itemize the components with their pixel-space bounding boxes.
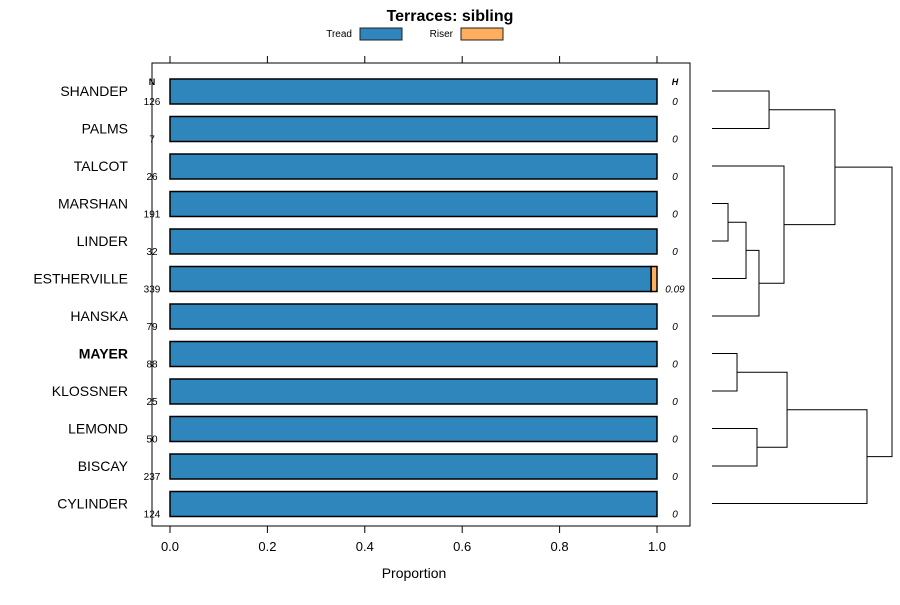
dendrogram-branch (712, 249, 760, 317)
legend-label-tread: Tread (326, 29, 352, 40)
dendrogram-branch (712, 353, 738, 392)
h-value: 0 (672, 97, 678, 108)
category-label: MAYER (79, 346, 128, 362)
bar-tread (169, 153, 658, 180)
h-value: 0 (672, 135, 678, 146)
legend-swatch-riser (460, 27, 504, 41)
h-value: 0 (672, 360, 678, 371)
x-axis-label: Proportion (382, 565, 447, 581)
h-header: H (672, 77, 679, 87)
bar-tread (169, 453, 658, 480)
x-tick-label: 1.0 (648, 539, 666, 554)
n-value: 26 (146, 172, 158, 183)
category-label: TALCOT (74, 158, 129, 174)
h-value: 0.09 (665, 285, 685, 296)
dendrogram-branch (712, 203, 729, 242)
n-value: 25 (146, 397, 158, 408)
dendrogram-branch (769, 109, 836, 226)
dendrogram-branch (834, 166, 893, 458)
x-tick-label: 0.2 (258, 539, 276, 554)
dendrogram-branch (712, 409, 868, 504)
n-value: 7 (149, 135, 155, 146)
category-label: CYLINDER (57, 496, 128, 512)
legend-label-riser: Riser (430, 29, 454, 40)
n-header: N (149, 77, 156, 87)
category-label: LINDER (77, 233, 128, 249)
dendrogram-branch (712, 428, 758, 467)
n-value: 88 (146, 360, 158, 371)
bar-tread (169, 378, 658, 405)
x-tick-label: 0.0 (161, 539, 179, 554)
category-label: LEMOND (68, 421, 128, 437)
legend-swatch-tread (359, 27, 403, 41)
bar-riser (650, 265, 658, 293)
category-label: MARSHAN (58, 196, 128, 212)
h-value: 0 (672, 510, 678, 521)
bar-tread (169, 303, 658, 330)
dendrogram-branch (712, 165, 785, 284)
chart-title: Terraces: sibling (387, 8, 514, 25)
category-label: PALMS (82, 121, 128, 137)
category-label: KLOSSNER (52, 383, 128, 399)
bar-tread (169, 340, 658, 368)
bar-tread (169, 265, 652, 293)
x-tick-label: 0.8 (551, 539, 569, 554)
h-value: 0 (672, 472, 678, 483)
plot-panel (151, 62, 691, 527)
n-value: 50 (146, 435, 158, 446)
h-value: 0 (672, 172, 678, 183)
n-value: 191 (144, 210, 161, 221)
category-label: ESTHERVILLE (33, 271, 128, 287)
x-tick-label: 0.6 (453, 539, 471, 554)
bar-tread (169, 228, 658, 255)
h-value: 0 (672, 247, 678, 258)
bar-tread (169, 415, 658, 443)
dendrogram-branch (712, 90, 770, 129)
h-value: 0 (672, 210, 678, 221)
n-value: 79 (146, 322, 158, 333)
h-value: 0 (672, 322, 678, 333)
category-label: HANSKA (70, 308, 128, 324)
category-label: BISCAY (78, 458, 129, 474)
bar-tread (169, 190, 658, 218)
n-value: 124 (144, 510, 161, 521)
n-value: 32 (146, 247, 158, 258)
bar-tread (169, 490, 658, 518)
legend: Tread Riser (326, 27, 504, 41)
category-label: SHANDEP (60, 83, 128, 99)
n-value: 339 (144, 285, 161, 296)
h-value: 0 (672, 397, 678, 408)
dendrogram-branch (712, 221, 747, 279)
h-value: 0 (672, 435, 678, 446)
n-value: 237 (144, 472, 161, 483)
dendrogram-branch (737, 371, 788, 448)
bar-tread (169, 115, 658, 143)
x-tick-label: 0.4 (356, 539, 374, 554)
bar-tread (169, 78, 658, 105)
n-value: 126 (144, 97, 161, 108)
